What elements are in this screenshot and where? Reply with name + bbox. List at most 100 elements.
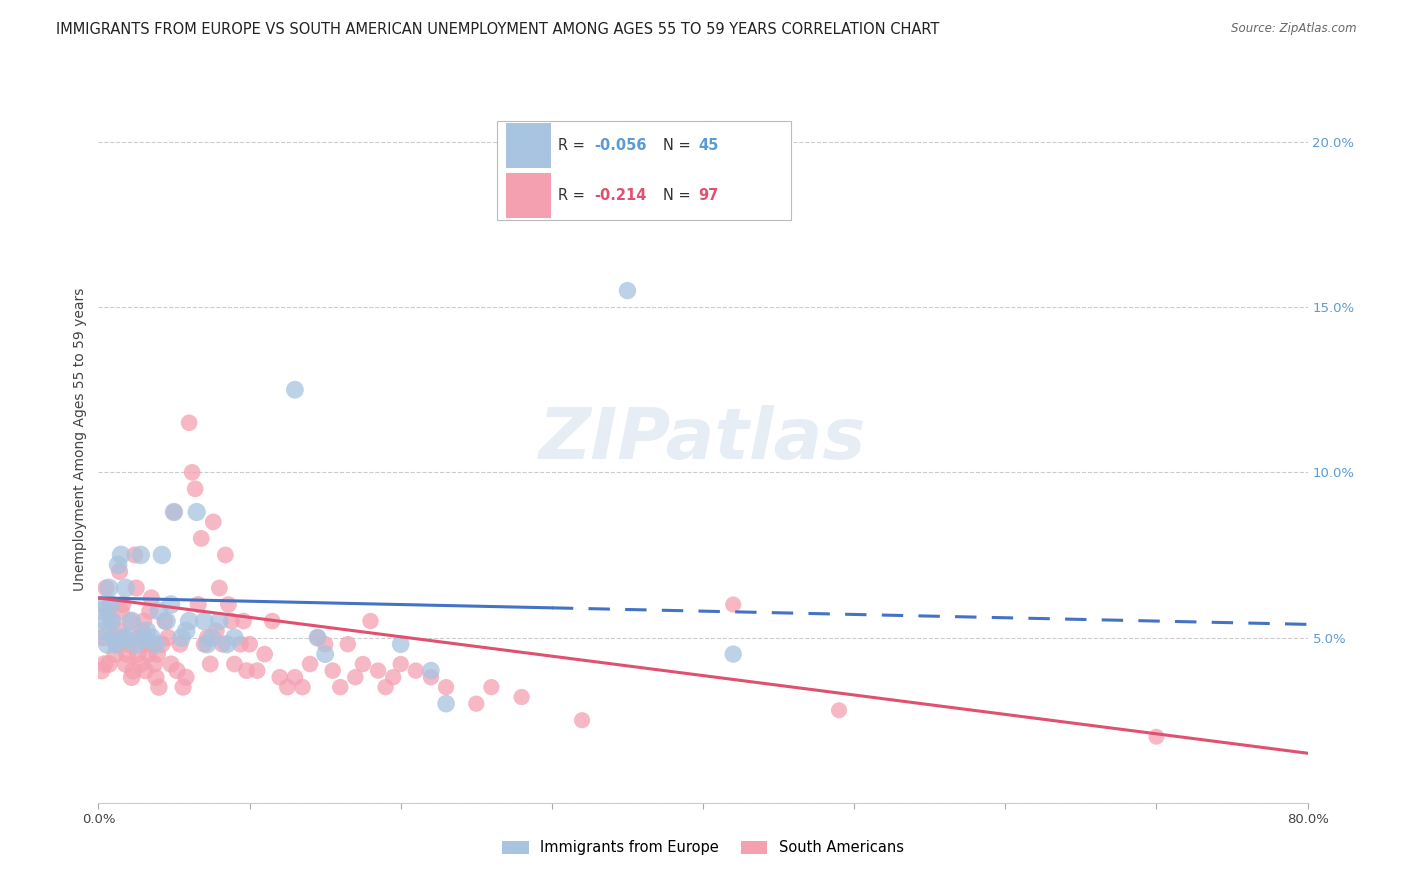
Point — [314, 647, 336, 661]
Point — [105, 637, 128, 651]
Point — [322, 664, 344, 678]
Point — [96, 604, 118, 618]
Text: R =: R = — [558, 138, 589, 153]
Point — [420, 664, 443, 678]
Text: ZIPatlas: ZIPatlas — [540, 405, 866, 474]
Point — [110, 548, 132, 562]
Point — [224, 657, 246, 671]
Point — [208, 581, 231, 595]
Point — [132, 614, 155, 628]
Point — [108, 565, 131, 579]
Point — [723, 598, 745, 612]
Point — [107, 558, 129, 572]
Point — [141, 591, 163, 605]
Point — [434, 697, 457, 711]
Point — [190, 532, 212, 546]
Point — [307, 631, 329, 645]
Point — [122, 664, 145, 678]
Point — [201, 631, 224, 645]
Legend: Immigrants from Europe, South Americans: Immigrants from Europe, South Americans — [496, 834, 910, 861]
Point — [307, 631, 329, 645]
Point — [291, 680, 314, 694]
Point — [200, 657, 222, 671]
Point — [184, 482, 207, 496]
Point — [299, 657, 322, 671]
Point — [169, 637, 191, 651]
Point — [360, 614, 382, 628]
Point — [107, 624, 129, 638]
Point — [510, 690, 533, 704]
Point — [121, 614, 143, 628]
Point — [90, 664, 112, 678]
Point — [205, 624, 228, 638]
Point — [135, 624, 157, 638]
Point — [91, 631, 114, 645]
Text: -0.056: -0.056 — [595, 138, 647, 153]
Point — [148, 604, 170, 618]
Point — [142, 637, 165, 651]
Point — [465, 697, 488, 711]
Point — [94, 581, 117, 595]
Point — [160, 657, 183, 671]
Point — [160, 598, 183, 612]
Point — [112, 631, 135, 645]
Point — [163, 505, 186, 519]
Point — [269, 670, 291, 684]
Point — [129, 548, 152, 562]
Point — [181, 466, 204, 480]
Text: -0.214: -0.214 — [595, 188, 647, 203]
Point — [93, 657, 115, 671]
Point — [186, 505, 208, 519]
Point — [284, 383, 307, 397]
Point — [100, 598, 122, 612]
Point — [374, 680, 396, 694]
Text: Source: ZipAtlas.com: Source: ZipAtlas.com — [1232, 22, 1357, 36]
Point — [141, 631, 163, 645]
Point — [616, 284, 638, 298]
Point — [103, 631, 125, 645]
Point — [114, 657, 136, 671]
Point — [1144, 730, 1167, 744]
Point — [129, 657, 152, 671]
Point — [94, 614, 117, 628]
Text: R =: R = — [558, 188, 589, 203]
Point — [131, 624, 153, 638]
Point — [145, 637, 167, 651]
Point — [179, 416, 201, 430]
Point — [132, 631, 155, 645]
Point — [156, 631, 179, 645]
Point — [382, 670, 405, 684]
Point — [125, 637, 148, 651]
Point — [221, 614, 243, 628]
Point — [96, 637, 118, 651]
Point — [101, 614, 124, 628]
Point — [134, 664, 156, 678]
Point — [139, 604, 162, 618]
Point — [195, 631, 218, 645]
Point — [90, 604, 112, 618]
Point — [127, 647, 149, 661]
Point — [150, 637, 173, 651]
Point — [276, 680, 298, 694]
Point — [208, 614, 231, 628]
Point — [246, 664, 269, 678]
Point — [121, 670, 143, 684]
Point — [146, 647, 169, 661]
Point — [214, 548, 236, 562]
Point — [193, 637, 215, 651]
Point — [481, 680, 503, 694]
Point — [136, 647, 159, 661]
Y-axis label: Unemployment Among Ages 55 to 59 years: Unemployment Among Ages 55 to 59 years — [73, 287, 87, 591]
Point — [143, 657, 166, 671]
Point — [120, 614, 142, 628]
Text: 97: 97 — [699, 188, 718, 203]
Point — [103, 631, 125, 645]
Point — [163, 505, 186, 519]
Point — [124, 548, 146, 562]
Point — [115, 647, 138, 661]
Point — [229, 637, 252, 651]
Point — [98, 581, 121, 595]
Point — [118, 637, 141, 651]
Point — [336, 637, 359, 651]
Point — [174, 624, 197, 638]
